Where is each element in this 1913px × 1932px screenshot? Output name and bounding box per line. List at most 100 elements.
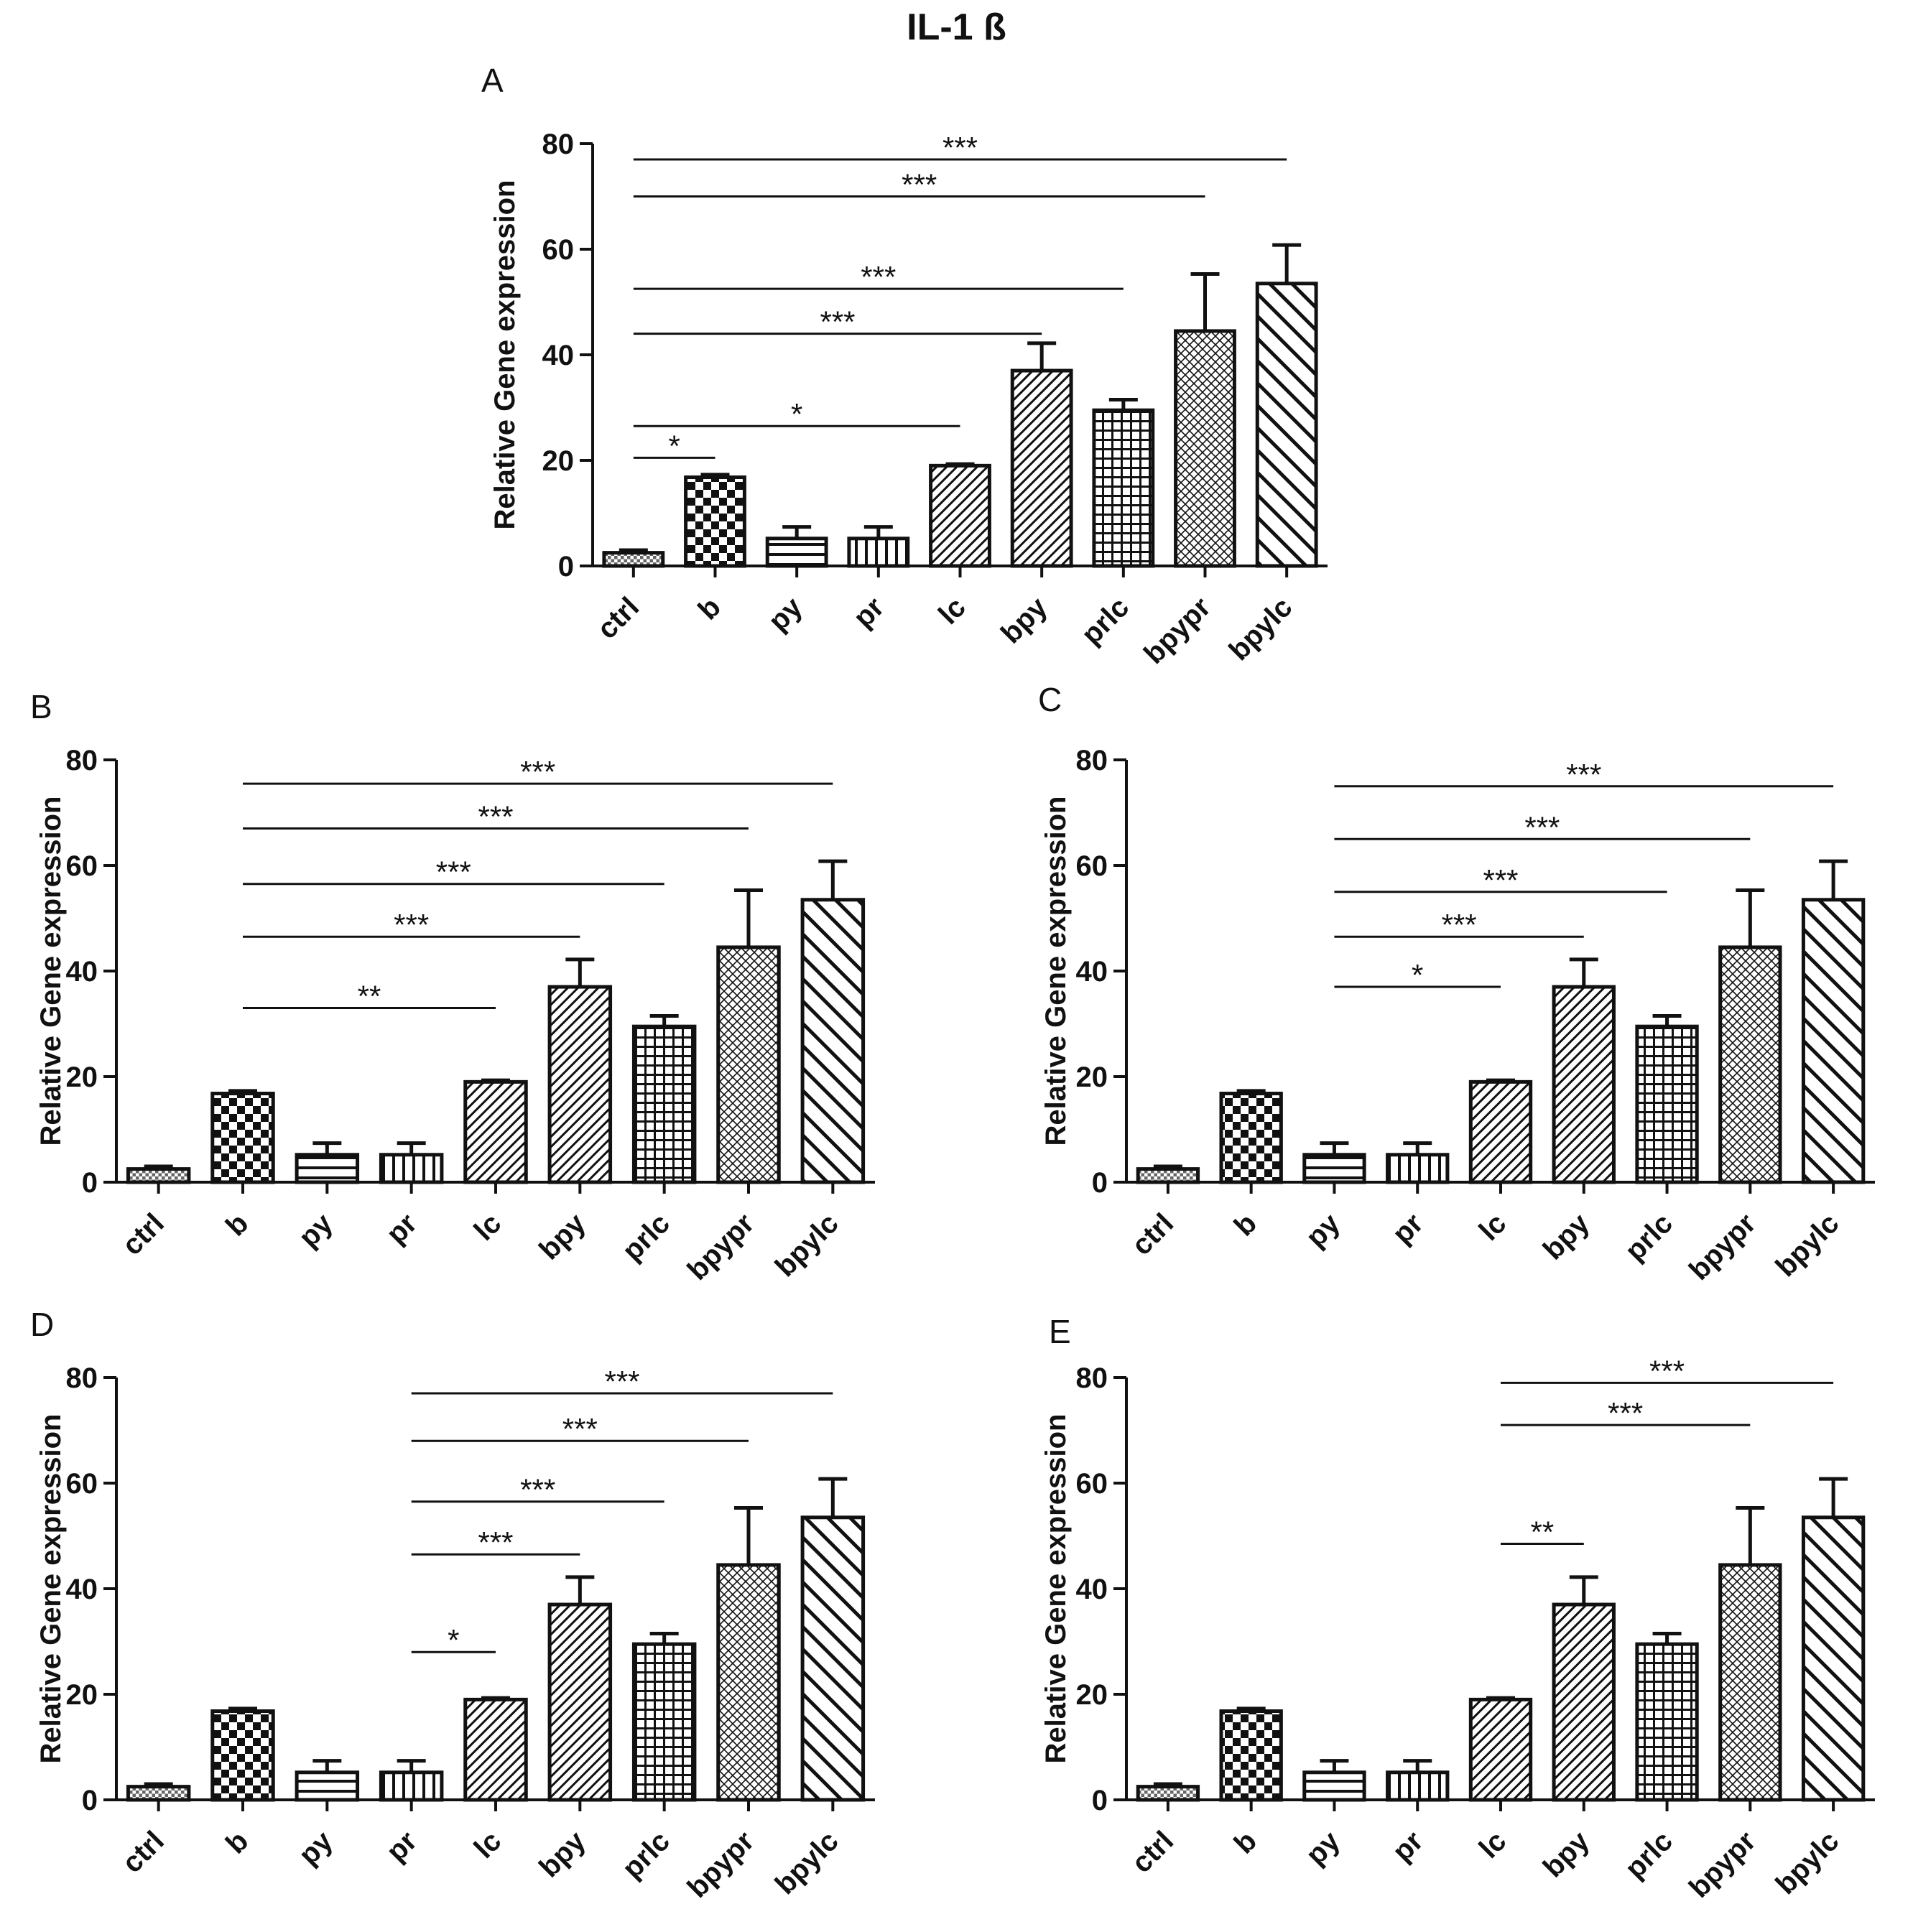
significance-label: *** (942, 131, 978, 164)
x-tick-label-prlc: prlc (1619, 1207, 1679, 1267)
y-tick-label: 60 (1076, 850, 1108, 882)
bar-py (1302, 1770, 1366, 1802)
bar-pr (379, 1770, 444, 1802)
significance-label: *** (1442, 908, 1477, 942)
y-tick-label: 80 (66, 1362, 98, 1394)
significance-label: *** (1524, 810, 1560, 844)
x-tick-label-b: b (220, 1207, 254, 1242)
x-tick-label-py: py (1300, 1825, 1347, 1872)
x-tick-label-prlc: prlc (616, 1207, 676, 1267)
bar-b (684, 475, 746, 568)
bar-prlc (631, 1024, 697, 1184)
y-tick-label: 0 (558, 551, 574, 582)
y-tick-label: 80 (1076, 745, 1108, 776)
significance-label: *** (520, 1473, 555, 1507)
y-tick-label: 20 (1076, 1679, 1108, 1711)
bar-bpylc (1255, 282, 1318, 568)
y-tick-label: 80 (1076, 1362, 1108, 1394)
y-tick-label: 0 (82, 1785, 98, 1816)
bar-bpypr (1718, 945, 1782, 1184)
significance-label: *** (562, 1412, 598, 1446)
x-tick-label-pr: pr (1386, 1825, 1429, 1867)
bar-lc (463, 1079, 528, 1184)
x-tick-label-lc: lc (468, 1825, 508, 1864)
x-tick-label-b: b (692, 591, 726, 626)
x-tick-label-lc: lc (1473, 1825, 1513, 1864)
x-tick-label-prlc: prlc (1619, 1825, 1679, 1885)
y-tick-label: 60 (542, 234, 575, 266)
x-tick-label-bpypr: bpypr (1683, 1207, 1762, 1286)
bar-bpypr (716, 945, 781, 1184)
bar-bpylc (800, 898, 866, 1184)
bar-b (1219, 1092, 1283, 1184)
x-tick-label-pr: pr (848, 591, 890, 633)
bar-ctrl (126, 1167, 191, 1184)
panel-label: A (481, 62, 504, 99)
x-tick-label-ctrl: ctrl (116, 1207, 170, 1261)
bar-ctrl (1136, 1785, 1200, 1802)
significance-label: *** (902, 168, 937, 202)
bar-ctrl (602, 551, 665, 568)
y-axis-title: Relative Gene expression (35, 797, 67, 1146)
y-tick-label: 40 (1076, 1574, 1108, 1605)
bar-pr (379, 1153, 444, 1184)
bar-lc (1468, 1079, 1533, 1184)
y-axis-title: Relative Gene expression (489, 180, 521, 530)
x-tick-label-bpylc: bpylc (769, 1207, 845, 1283)
x-tick-label-pr: pr (381, 1825, 423, 1867)
panel-label: B (30, 688, 52, 725)
significance-label: *** (604, 1365, 639, 1398)
bar-bpylc (800, 1515, 866, 1802)
x-tick-label-b: b (1228, 1207, 1263, 1242)
x-tick-label-py: py (1300, 1207, 1347, 1254)
significance-label: * (668, 429, 680, 463)
y-axis-title: Relative Gene expression (1040, 1414, 1072, 1764)
x-tick-label-bpylc: bpylc (1769, 1207, 1845, 1283)
y-tick-label: 0 (1092, 1167, 1108, 1199)
y-tick-label: 20 (542, 445, 575, 477)
y-tick-label: 0 (1092, 1785, 1108, 1816)
bar-ctrl (126, 1785, 191, 1802)
bar-prlc (1635, 1024, 1699, 1184)
x-tick-label-bpypr: bpypr (1683, 1825, 1762, 1904)
significance-label: *** (478, 800, 513, 834)
significance-label: *** (1649, 1354, 1685, 1388)
x-tick-label-bpy: bpy (533, 1207, 592, 1266)
bar-bpy (1552, 1602, 1616, 1802)
y-tick-label: 80 (66, 745, 98, 776)
y-tick-label: 0 (82, 1167, 98, 1199)
x-tick-label-bpy: bpy (1537, 1825, 1596, 1884)
y-tick-label: 60 (1076, 1468, 1108, 1500)
y-tick-label: 80 (542, 129, 575, 160)
y-tick-label: 20 (66, 1679, 98, 1711)
significance-label: *** (1608, 1396, 1643, 1430)
bar-bpylc (1801, 1515, 1866, 1802)
bar-bpy (547, 1602, 613, 1802)
x-tick-label-bpypr: bpypr (1138, 591, 1217, 670)
x-tick-label-b: b (220, 1825, 254, 1859)
x-tick-label-py: py (293, 1207, 340, 1254)
bar-py (1302, 1153, 1366, 1184)
significance-label: * (791, 397, 802, 431)
x-tick-label-bpylc: bpylc (769, 1825, 845, 1900)
x-tick-label-pr: pr (1386, 1207, 1429, 1250)
significance-label: *** (394, 908, 429, 942)
bar-prlc (631, 1642, 697, 1802)
panel-label: D (30, 1306, 54, 1343)
significance-label: *** (861, 260, 896, 294)
x-tick-label-bpylc: bpylc (1223, 591, 1299, 667)
bar-pr (1386, 1153, 1450, 1184)
x-tick-label-bpy: bpy (1537, 1207, 1596, 1266)
bar-ctrl (1136, 1167, 1200, 1184)
y-tick-label: 60 (66, 1468, 98, 1500)
bar-lc (463, 1697, 528, 1802)
x-tick-label-b: b (1228, 1825, 1263, 1859)
bar-bpypr (716, 1563, 781, 1802)
bar-bpy (547, 985, 613, 1184)
bar-prlc (1092, 408, 1155, 568)
x-tick-label-ctrl: ctrl (1126, 1825, 1180, 1879)
significance-label: *** (478, 1525, 513, 1559)
significance-label: ** (358, 979, 381, 1013)
